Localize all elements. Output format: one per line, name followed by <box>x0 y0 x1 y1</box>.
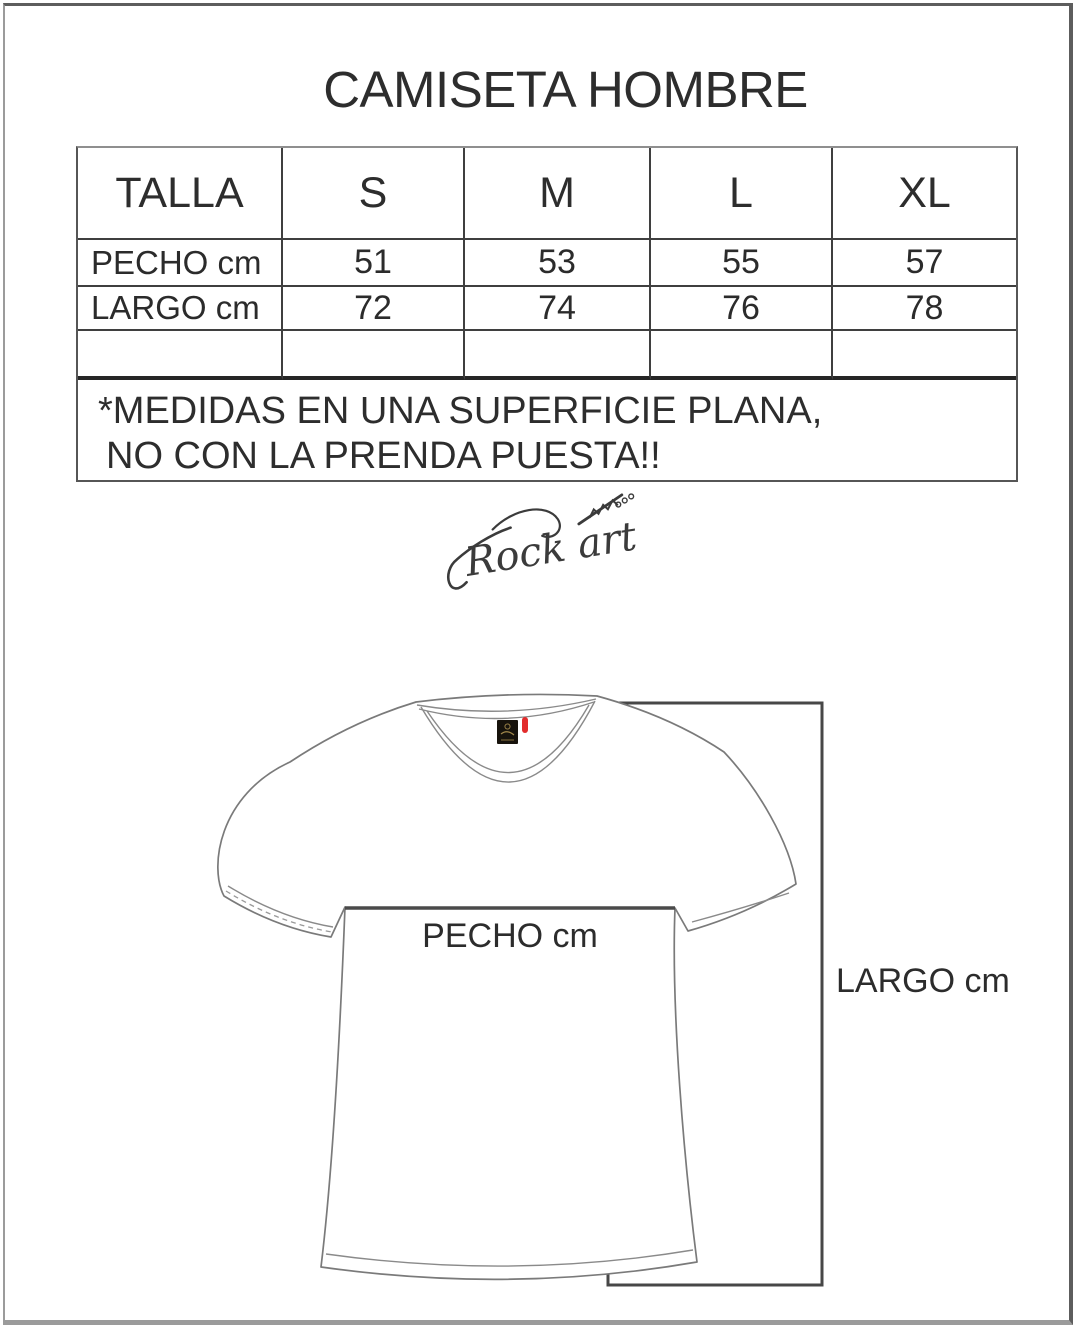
logo-tuner-peg <box>628 493 635 500</box>
pecho-value-s: 51 <box>283 240 465 287</box>
collar-front-scoop-outer <box>420 700 596 783</box>
largo-value-l: 76 <box>651 287 833 331</box>
logo-guitar-headstock-zigzag <box>588 498 619 519</box>
logo-tuner-peg <box>615 501 622 508</box>
largo-value-m: 74 <box>465 287 651 331</box>
col-header-m: M <box>465 148 651 240</box>
neck-tag-size-mark <box>504 723 511 730</box>
row-label-largo: LARGO cm <box>78 287 283 331</box>
left-cuff-seam <box>227 885 334 928</box>
empty-cell <box>465 331 651 380</box>
empty-cell <box>78 331 283 380</box>
chest-measure-label: PECHO cm <box>422 917 598 955</box>
size-table: TALLA S M L XL PECHO cm 51 53 55 57 LARG… <box>76 146 1018 482</box>
largo-value-s: 72 <box>283 287 465 331</box>
col-header-talla: TALLA <box>78 148 283 240</box>
rock-art-logo: Rock art <box>447 493 641 590</box>
row-label-pecho: PECHO cm <box>78 240 283 287</box>
neck-tag-signature-mark <box>500 731 515 736</box>
hang-loop <box>522 717 528 733</box>
pecho-value-m: 53 <box>465 240 651 287</box>
measurement-note: *MEDIDAS EN UNA SUPERFICIE PLANA, NO CON… <box>78 380 1016 480</box>
hem-seam <box>325 1249 694 1267</box>
note-line-1: *MEDIDAS EN UNA SUPERFICIE PLANA, <box>98 390 823 432</box>
right-cuff-seam <box>691 892 790 923</box>
logo-tuner-peg <box>621 497 628 504</box>
logo-text: Rock art <box>461 513 641 586</box>
col-header-l: L <box>651 148 833 240</box>
tshirt-outline <box>217 693 797 1281</box>
collar-front-scoop-inner <box>426 704 590 774</box>
col-header-s: S <box>283 148 465 240</box>
pecho-value-xl: 57 <box>833 240 1016 287</box>
page-title: CAMISETA HOMBRE <box>323 61 808 118</box>
collar-back-seam <box>416 698 597 712</box>
note-line-2: NO CON LA PRENDA PUESTA!! <box>106 435 661 477</box>
collar-back-seam-2 <box>418 701 595 720</box>
logo-guitar-body-loop <box>491 508 561 538</box>
pecho-value-l: 55 <box>651 240 833 287</box>
col-header-xl: XL <box>833 148 1016 240</box>
left-cuff-stitch-dashes <box>225 890 333 933</box>
empty-cell <box>283 331 465 380</box>
empty-cell <box>651 331 833 380</box>
empty-cell <box>833 331 1016 380</box>
logo-flourish-left <box>447 526 512 590</box>
length-measure-label: LARGO cm <box>836 962 1010 1000</box>
largo-value-xl: 78 <box>833 287 1016 331</box>
